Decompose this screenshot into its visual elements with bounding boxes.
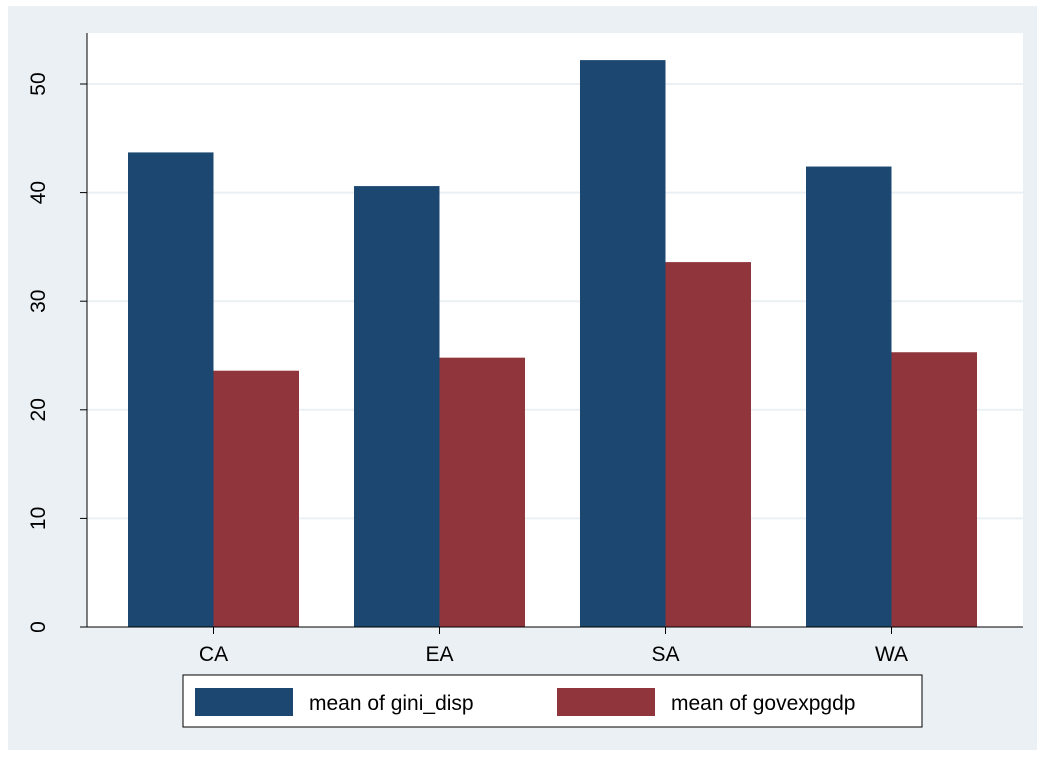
bars — [128, 60, 977, 628]
y-tick-label-0: 0 — [27, 621, 50, 633]
y-tick-label-30: 30 — [27, 290, 50, 313]
y-tick-label-40: 40 — [27, 181, 50, 204]
bar-wa-mean-of-gini-disp — [806, 166, 892, 627]
legend-swatch-govexpgdp — [557, 688, 655, 716]
y-tick-label-20: 20 — [27, 398, 50, 421]
x-axis-ticks: CA EA SA WA — [199, 627, 908, 666]
legend-label-gini-disp: mean of gini_disp — [309, 692, 474, 715]
legend: mean of gini_disp mean of govexpgdp — [182, 674, 923, 728]
x-tick-label-sa: SA — [651, 643, 679, 666]
bar-ea-mean-of-govexpgdp — [439, 357, 525, 627]
bar-ca-mean-of-govexpgdp — [213, 370, 299, 627]
y-tick-label-10: 10 — [27, 507, 50, 530]
legend-box — [182, 674, 923, 728]
x-tick-label-ca: CA — [199, 643, 228, 666]
legend-swatch-gini-disp — [195, 688, 293, 716]
bar-sa-mean-of-govexpgdp — [665, 262, 751, 627]
x-tick-label-wa: WA — [875, 643, 908, 666]
bar-sa-mean-of-gini-disp — [580, 60, 666, 627]
bar-ea-mean-of-gini-disp — [354, 186, 440, 628]
y-tick-label-50: 50 — [27, 72, 50, 95]
x-tick-label-ea: EA — [425, 643, 453, 666]
bar-wa-mean-of-govexpgdp — [891, 352, 977, 627]
y-axis-ticks: 0 10 20 30 40 50 — [27, 72, 87, 633]
bar-ca-mean-of-gini-disp — [128, 152, 214, 627]
legend-label-govexpgdp: mean of govexpgdp — [671, 692, 855, 715]
